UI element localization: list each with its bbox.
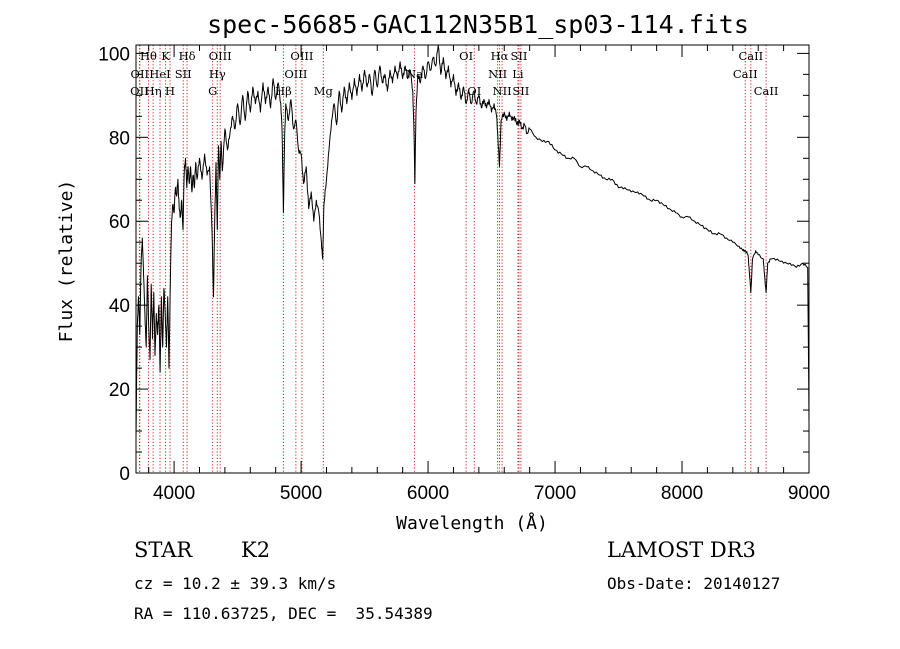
- marker-label-21: NII: [493, 84, 512, 98]
- line-markers: [138, 45, 767, 473]
- marker-label-17: OI: [459, 49, 473, 63]
- object-subclass: K2: [241, 538, 271, 562]
- redshift-value: cz = 10.2 ± 39.3 km/s: [134, 574, 337, 593]
- marker-label-8: Hδ: [179, 49, 196, 63]
- marker-label-5: K: [161, 49, 170, 63]
- x-tick-label-0: 4000: [153, 483, 195, 504]
- object-class: STAR: [134, 538, 193, 562]
- marker-label-4: HeI: [149, 67, 170, 81]
- marker-label-23: SII: [510, 49, 527, 63]
- marker-label-19: NII: [488, 67, 507, 81]
- y-tick-label-3: 60: [109, 212, 130, 233]
- x-tick-label-1: 5000: [280, 483, 322, 504]
- marker-label-15: Mg: [314, 84, 334, 98]
- obs-date: Obs-Date: 20140127: [607, 574, 781, 593]
- marker-label-9: G: [208, 84, 217, 98]
- x-tick-label-2: 6000: [407, 483, 449, 504]
- marker-label-26: CaII: [738, 49, 763, 63]
- x-tick-label-5: 9000: [788, 483, 830, 504]
- series-layer: [135, 44, 810, 440]
- chart-title: spec-56685-GAC112N35B1_sp03-114.fits: [207, 10, 749, 39]
- marker-label-3: Hη: [145, 84, 162, 98]
- marker-label-10: Hγ: [209, 67, 226, 81]
- marker-label-24: SII: [512, 84, 529, 98]
- marker-label-13: OIII: [284, 67, 307, 81]
- series-line-0: [135, 44, 810, 440]
- y-tick-label-2: 40: [109, 296, 130, 317]
- plot-frame: [135, 44, 810, 474]
- survey-name: LAMOST DR3: [607, 538, 756, 562]
- marker-label-0: OII: [130, 84, 149, 98]
- marker-label-22: Li: [512, 67, 524, 81]
- y-tick-label-0: 0: [119, 464, 130, 485]
- coordinates: RA = 110.63725, DEC = 35.54389: [134, 604, 433, 623]
- marker-label-6: H: [165, 84, 175, 98]
- marker-label-11: OIII: [209, 49, 232, 63]
- marker-label-2: Hθ: [140, 49, 157, 63]
- y-tick-label-5: 100: [98, 44, 130, 65]
- y-tick-label-4: 80: [109, 128, 130, 149]
- marker-label-25: CaII: [733, 67, 758, 81]
- axis-ticks: 4000 5000 6000 7000 8000 9000 0 20 40 60 80 100: [98, 44, 830, 504]
- x-tick-label-4: 8000: [661, 483, 703, 504]
- y-axis-label: Flux (relative): [56, 180, 77, 343]
- marker-label-20: Hα: [491, 49, 509, 63]
- x-axis-label: Wavelength (Å): [396, 512, 548, 534]
- x-tick-label-3: 7000: [534, 483, 576, 504]
- marker-label-27: CaII: [754, 84, 779, 98]
- y-tick-label-1: 20: [109, 380, 130, 401]
- marker-label-14: OIII: [290, 49, 313, 63]
- marker-label-7: SII: [175, 67, 192, 81]
- line-labels: OIIOIIHθHηHeIKHSIIHδGHγOIIIHβOIIIOIIIMgN…: [130, 49, 778, 98]
